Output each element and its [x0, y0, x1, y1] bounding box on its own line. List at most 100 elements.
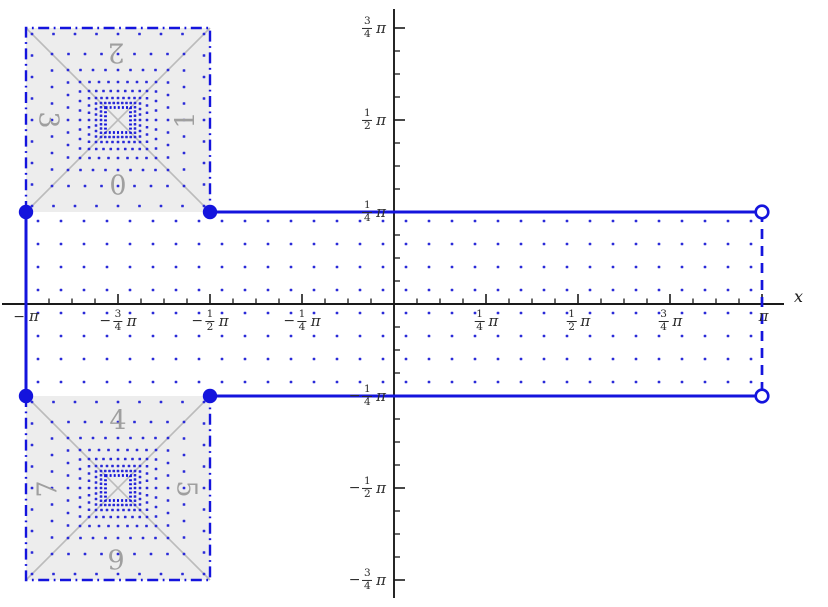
- dot: [174, 334, 178, 338]
- dot: [289, 288, 293, 292]
- dot: [519, 334, 523, 338]
- dot: [182, 118, 186, 122]
- dot: [166, 118, 170, 122]
- dot: [131, 147, 134, 151]
- dot: [202, 572, 206, 576]
- dot: [289, 311, 293, 315]
- dot: [588, 219, 592, 223]
- dot: [87, 486, 91, 490]
- dot: [166, 168, 170, 172]
- dot: [82, 334, 86, 338]
- dot: [138, 140, 142, 144]
- dot: [588, 288, 592, 292]
- dot: [335, 334, 339, 338]
- dot: [94, 129, 98, 133]
- dot: [94, 118, 98, 122]
- dot: [166, 143, 170, 147]
- dot: [145, 140, 149, 144]
- dot: [50, 52, 54, 56]
- dot: [129, 536, 132, 540]
- dot: [94, 457, 98, 461]
- dot: [135, 448, 139, 452]
- dot: [588, 242, 592, 246]
- filled-endpoint: [202, 204, 218, 220]
- dot: [133, 420, 136, 424]
- dot: [154, 128, 158, 131]
- dot: [154, 109, 158, 112]
- dot: [50, 536, 54, 539]
- dot: [116, 448, 120, 452]
- dot: [565, 219, 569, 223]
- dot: [182, 52, 186, 56]
- dot: [133, 105, 137, 109]
- dot: [749, 357, 753, 361]
- dot: [78, 118, 82, 122]
- dot: [159, 572, 163, 576]
- dot: [99, 110, 103, 113]
- dot: [79, 68, 82, 72]
- dot: [473, 242, 477, 246]
- dot: [149, 420, 153, 424]
- dot: [450, 380, 454, 384]
- dot: [166, 474, 170, 477]
- dot: [680, 242, 684, 246]
- dot: [109, 89, 113, 93]
- dot: [588, 311, 592, 315]
- dot: [67, 420, 70, 424]
- dot: [50, 151, 54, 155]
- dot: [220, 219, 224, 223]
- dot: [182, 420, 186, 424]
- dot: [138, 96, 142, 100]
- dot: [116, 436, 120, 440]
- dot: [542, 288, 546, 292]
- dot: [108, 503, 111, 507]
- dot: [154, 90, 158, 93]
- dot: [312, 380, 316, 384]
- dot: [94, 96, 98, 100]
- dot: [82, 219, 86, 223]
- dot: [182, 453, 186, 457]
- dot: [657, 219, 661, 223]
- axes: [2, 9, 784, 598]
- dot: [99, 114, 103, 118]
- dot: [131, 457, 134, 461]
- dot: [87, 515, 91, 519]
- dot: [166, 106, 170, 109]
- dot: [59, 265, 63, 269]
- dot: [116, 515, 120, 519]
- dot: [358, 357, 362, 361]
- dot: [266, 357, 270, 361]
- dot: [87, 147, 91, 151]
- dot: [79, 168, 82, 172]
- dot: [59, 334, 63, 338]
- dot: [473, 288, 477, 292]
- dot: [166, 461, 170, 465]
- dot: [145, 118, 149, 122]
- dot: [749, 311, 753, 315]
- dot: [634, 357, 638, 361]
- dot: [703, 357, 707, 361]
- dot: [97, 156, 101, 160]
- dot: [145, 501, 149, 504]
- dot: [174, 242, 178, 246]
- dot: [94, 515, 98, 519]
- dot: [496, 265, 500, 269]
- dot: [116, 101, 120, 105]
- dot: [427, 334, 431, 338]
- dot: [141, 68, 145, 72]
- dot: [133, 464, 136, 468]
- dot: [154, 99, 158, 103]
- dot: [116, 147, 120, 151]
- dot: [138, 464, 142, 468]
- dot: [123, 89, 127, 93]
- dot: [312, 357, 316, 361]
- blue-boundaries: [24, 26, 764, 582]
- dot: [166, 511, 170, 515]
- dot: [138, 124, 142, 127]
- dot: [154, 458, 158, 461]
- dot: [108, 135, 111, 139]
- dot: [496, 242, 500, 246]
- dot: [105, 311, 109, 315]
- dot: [154, 496, 158, 499]
- dot: [99, 503, 103, 507]
